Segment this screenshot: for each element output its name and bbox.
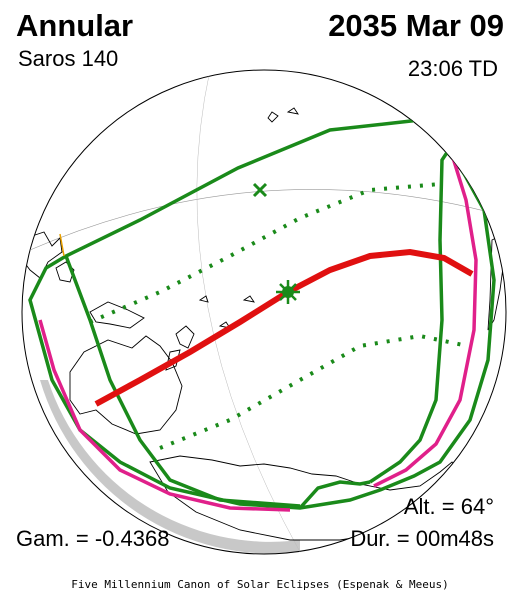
penumbral-limit-south-loop — [298, 480, 371, 510]
footer-credit: Five Millennium Canon of Solar Eclipses … — [71, 578, 449, 591]
eclipse-type-title: Annular — [16, 8, 134, 43]
altitude-label: Alt. = 64° — [403, 494, 494, 519]
coastlines — [22, 107, 505, 541]
sunrise-edge-marker — [59, 233, 65, 257]
penumbral-limit-inner-east — [369, 147, 452, 484]
gamma-label: Gam. = -0.4368 — [16, 526, 170, 551]
sunset-edge-marker-lower — [483, 419, 493, 451]
northern-dotted-limit — [89, 182, 441, 324]
night-shade — [40, 380, 300, 554]
central-path — [94, 248, 474, 407]
saros-label: Saros 140 — [18, 46, 119, 71]
penumbral-limit-outer — [28, 118, 496, 510]
eclipse-time: 23:06 TD — [407, 56, 498, 81]
greatest-eclipse-marker — [276, 280, 300, 304]
rise-set-curve-east — [373, 147, 478, 488]
penumbral-limit-inner-west — [64, 255, 301, 508]
southern-dotted-limit — [159, 333, 469, 450]
rise-set-curve-west — [38, 319, 291, 512]
eclipse-date: 2035 Mar 09 — [328, 8, 504, 43]
globe-outline — [21, 69, 507, 555]
subsolar-point-marker — [252, 182, 268, 198]
sunset-edge-marker — [439, 129, 453, 151]
duration-label: Dur. = 00m48s — [350, 526, 494, 551]
graticule-line — [196, 70, 301, 553]
